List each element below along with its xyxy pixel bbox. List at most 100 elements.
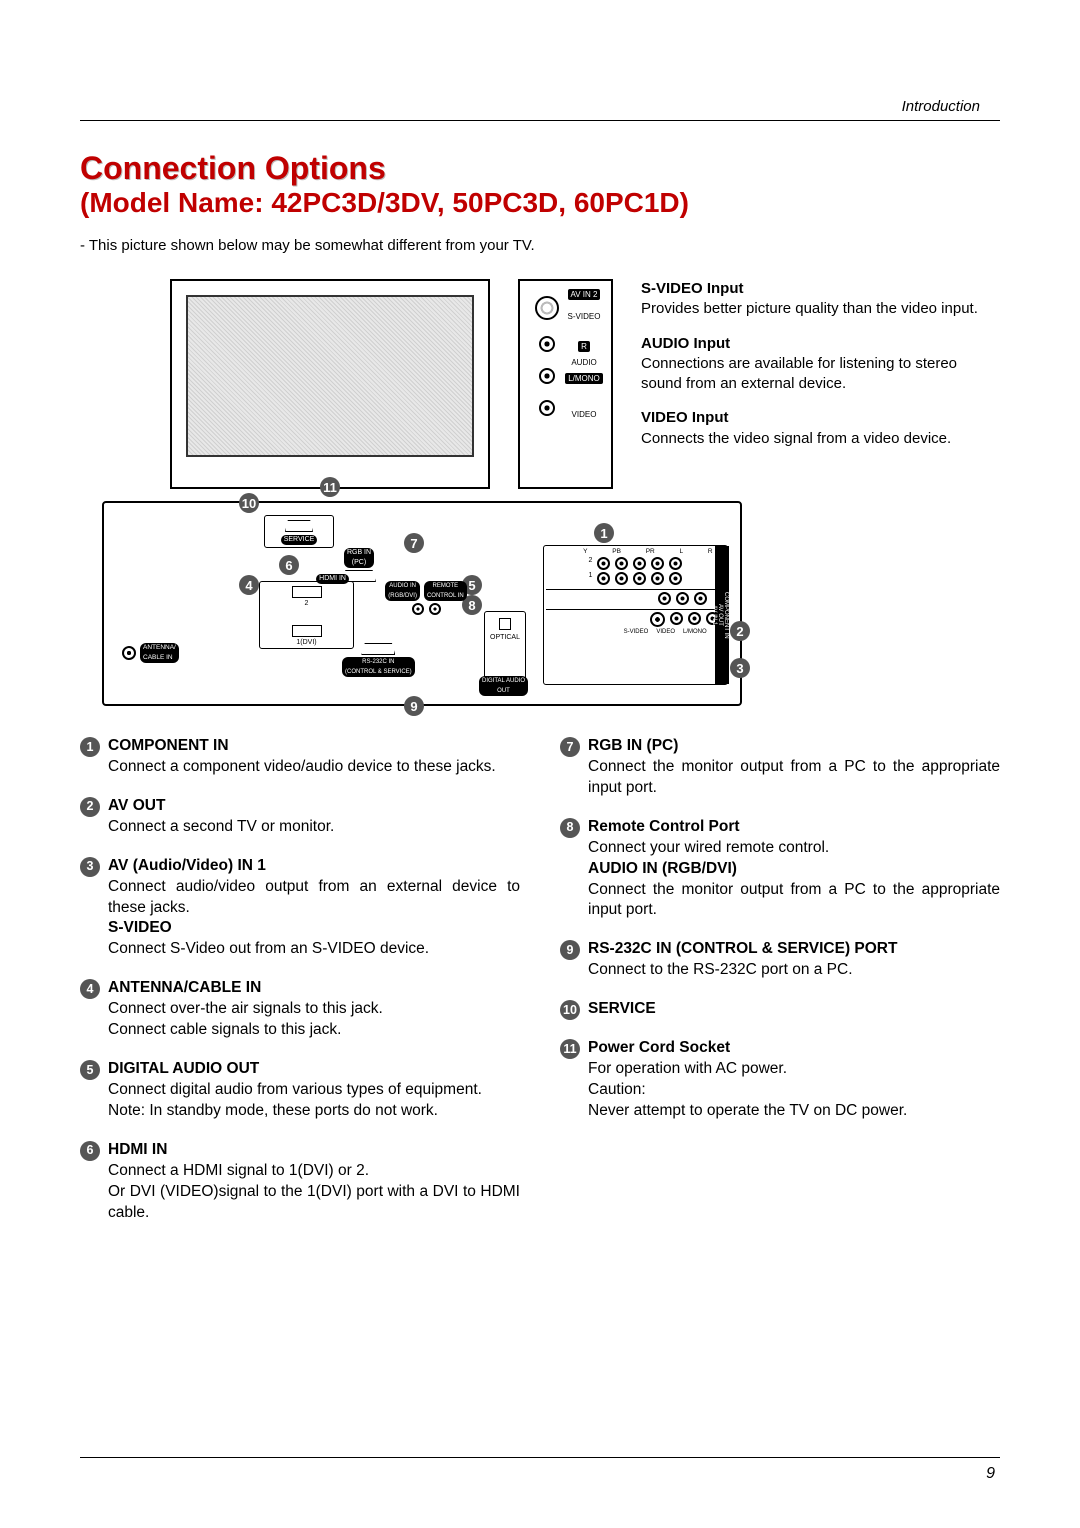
def-svideo-h: S-VIDEO Input [641, 280, 744, 297]
num-1: 1 [80, 737, 100, 757]
p-8b: Connect the monitor output from a PC to … [588, 880, 1000, 922]
item-8: 8 Remote Control Port Connect your wired… [560, 817, 1000, 922]
h-4: ANTENNA/CABLE IN [108, 978, 520, 999]
header-rule [80, 120, 1000, 121]
audio-remote-block: AUDIO IN (RGB/DVI) REMOTE CONTROL IN [396, 581, 456, 617]
item-10: 10 SERVICE [560, 999, 1000, 1020]
lmono-label: L/MONO [565, 373, 603, 384]
p-11: For operation with AC power. Caution: Ne… [588, 1059, 1000, 1122]
h-6: HDMI IN [108, 1140, 520, 1161]
optical-label: OPTICAL [487, 634, 523, 641]
p-2: Connect a second TV or monitor. [108, 817, 520, 838]
y-label: Y [583, 548, 587, 555]
callout-3: 3 [730, 658, 750, 678]
rs232-block: RS-232C IN (CONTROL & SERVICE) [342, 641, 415, 677]
def-audio: AUDIO Input Connections are available fo… [641, 334, 1000, 395]
num-5: 5 [80, 1060, 100, 1080]
side-labels-col: AV IN 2 S-VIDEO R AUDIO L/MONO VIDEO [559, 289, 609, 419]
num-6: 6 [80, 1141, 100, 1161]
page: Introduction Connection Options (Model N… [0, 0, 1080, 1528]
footer-rule [80, 1457, 1000, 1458]
p-3b: Connect S-Video out from an S-VIDEO devi… [108, 939, 520, 960]
comp-jack-icon [597, 557, 610, 570]
page-number: 9 [986, 1465, 995, 1483]
svideo-label: S-VIDEO [568, 312, 601, 321]
side-definitions: S-VIDEO Input Provides better picture qu… [641, 279, 1000, 489]
item-11: 11 Power Cord Socket For operation with … [560, 1038, 1000, 1122]
antenna-jack-icon [122, 646, 136, 660]
callout-7: 7 [404, 533, 424, 553]
item-5: 5 DIGITAL AUDIO OUT Connect digital audi… [80, 1059, 520, 1122]
item-1: 1 COMPONENT IN Connect a component video… [80, 736, 520, 778]
right-column: 7 RGB IN (PC) Connect the monitor output… [560, 736, 1000, 1242]
h-8: Remote Control Port [588, 817, 1000, 838]
rear-panel-diagram: 10 7 1 6 4 5 8 2 3 9 SERVICE RGB IN (PC)… [102, 501, 742, 706]
l-label: L [679, 548, 683, 555]
avout-vlabel: AV OUT [717, 546, 723, 684]
num-3: 3 [80, 857, 100, 877]
item-7: 7 RGB IN (PC) Connect the monitor output… [560, 736, 1000, 799]
service-port-icon [285, 520, 313, 532]
left-column: 1 COMPONENT IN Connect a component video… [80, 736, 520, 1242]
section-label: Introduction [902, 98, 980, 115]
r-label: R [578, 341, 590, 352]
h-5: DIGITAL AUDIO OUT [108, 1059, 520, 1080]
h-11: Power Cord Socket [588, 1038, 1000, 1059]
tv-front-diagram: 11 [170, 279, 490, 489]
h-2: AV OUT [108, 796, 520, 817]
h-9: RS-232C IN (CONTROL & SERVICE) PORT [588, 939, 1000, 960]
diagram-top-row: 11 AV IN 2 S-VIDEO R AUDIO L/MONO VIDEO … [80, 279, 1000, 489]
avin2-label: AV IN 2 [568, 289, 601, 300]
svideo-in-jack-icon [650, 612, 665, 627]
rs232-label: RS-232C IN (CONTROL & SERVICE) [342, 657, 415, 677]
antenna-block: ANTENNA/ CABLE IN [122, 643, 179, 663]
remote-label: REMOTE CONTROL IN [424, 581, 467, 601]
p-5: Connect digital audio from various types… [108, 1080, 520, 1122]
p-8: Connect your wired remote control. [588, 838, 1000, 859]
num-7: 7 [560, 737, 580, 757]
p-1: Connect a component video/audio device t… [108, 757, 520, 778]
callout-1: 1 [594, 523, 614, 543]
callout-10: 10 [239, 493, 259, 513]
svideo-jack-icon [535, 296, 559, 320]
num-2: 2 [80, 797, 100, 817]
item-9: 9 RS-232C IN (CONTROL & SERVICE) PORT Co… [560, 939, 1000, 981]
num-9: 9 [560, 940, 580, 960]
item-2: 2 AV OUT Connect a second TV or monitor. [80, 796, 520, 838]
p-4: Connect over-the air signals to this jac… [108, 999, 520, 1041]
av-matrix-block: Y PB PR L R 2 1 S-VIDEO VIDEO L/MONO [543, 545, 728, 685]
antenna-label: ANTENNA/ CABLE IN [140, 643, 179, 663]
p-7: Connect the monitor output from a PC to … [588, 757, 1000, 799]
p-6: Connect a HDMI signal to 1(DVI) or 2. Or… [108, 1161, 520, 1224]
hdmi-dvi-label: 1(DVI) [262, 639, 351, 646]
title-line1: Connection Options [80, 150, 1000, 187]
video-label: VIDEO [572, 410, 597, 419]
h-8b: AUDIO IN (RGB/DVI) [588, 859, 1000, 880]
audio-r-jack-icon [539, 336, 555, 352]
num-11: 11 [560, 1039, 580, 1059]
pb-label: PB [612, 548, 621, 555]
audio-label: AUDIO [571, 358, 596, 367]
rear-panel-wrap: 10 7 1 6 4 5 8 2 3 9 SERVICE RGB IN (PC)… [80, 501, 1000, 706]
audio-l-jack-icon [539, 368, 555, 384]
def-video-h: VIDEO Input [641, 409, 729, 426]
svideo-sm-label: S-VIDEO [624, 629, 649, 635]
def-video: VIDEO Input Connects the video signal fr… [641, 408, 1000, 449]
rs232-port-icon [361, 643, 395, 655]
item-3: 3 AV (Audio/Video) IN 1 Connect audio/vi… [80, 856, 520, 961]
def-svideo-p: Provides better picture quality than the… [641, 300, 978, 317]
h-1: COMPONENT IN [108, 736, 520, 757]
remote-jack-icon [429, 603, 441, 615]
h-3b: S-VIDEO [108, 918, 520, 939]
video-jack-icon [539, 400, 555, 416]
p-3: Connect audio/video output from an exter… [108, 877, 520, 919]
def-audio-p: Connections are available for listening … [641, 355, 957, 392]
video-sm-label: VIDEO [656, 629, 675, 635]
callout-6: 6 [279, 555, 299, 575]
h-10: SERVICE [588, 999, 1000, 1020]
callout-9: 9 [404, 696, 424, 716]
title-block: Connection Options (Model Name: 42PC3D/3… [80, 150, 1000, 219]
hdmi1-icon [292, 625, 322, 637]
audioin-label: AUDIO IN (RGB/DVI) [385, 581, 420, 601]
pr-label: PR [646, 548, 655, 555]
